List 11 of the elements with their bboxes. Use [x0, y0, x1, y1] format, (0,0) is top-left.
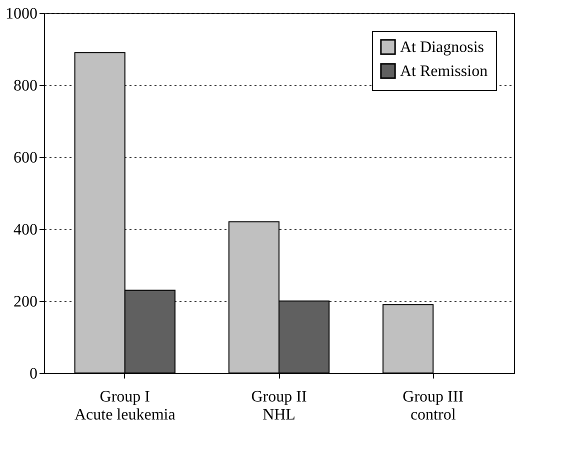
y-tick-label: 0 [30, 366, 38, 382]
y-tick-label: 800 [14, 78, 38, 94]
y-tick-label: 1000 [6, 6, 38, 22]
legend-label: At Remission [400, 63, 488, 80]
legend-label: At Diagnosis [400, 39, 484, 56]
x-tick-label: Group II NHL [251, 388, 307, 424]
y-tick-label: 200 [14, 294, 38, 310]
x-tick-label: Group III control [402, 388, 464, 424]
y-tick-label: 400 [14, 222, 38, 238]
y-tick-label: 600 [14, 150, 38, 166]
x-tick-label: Group I Acute leukemia [74, 388, 176, 424]
